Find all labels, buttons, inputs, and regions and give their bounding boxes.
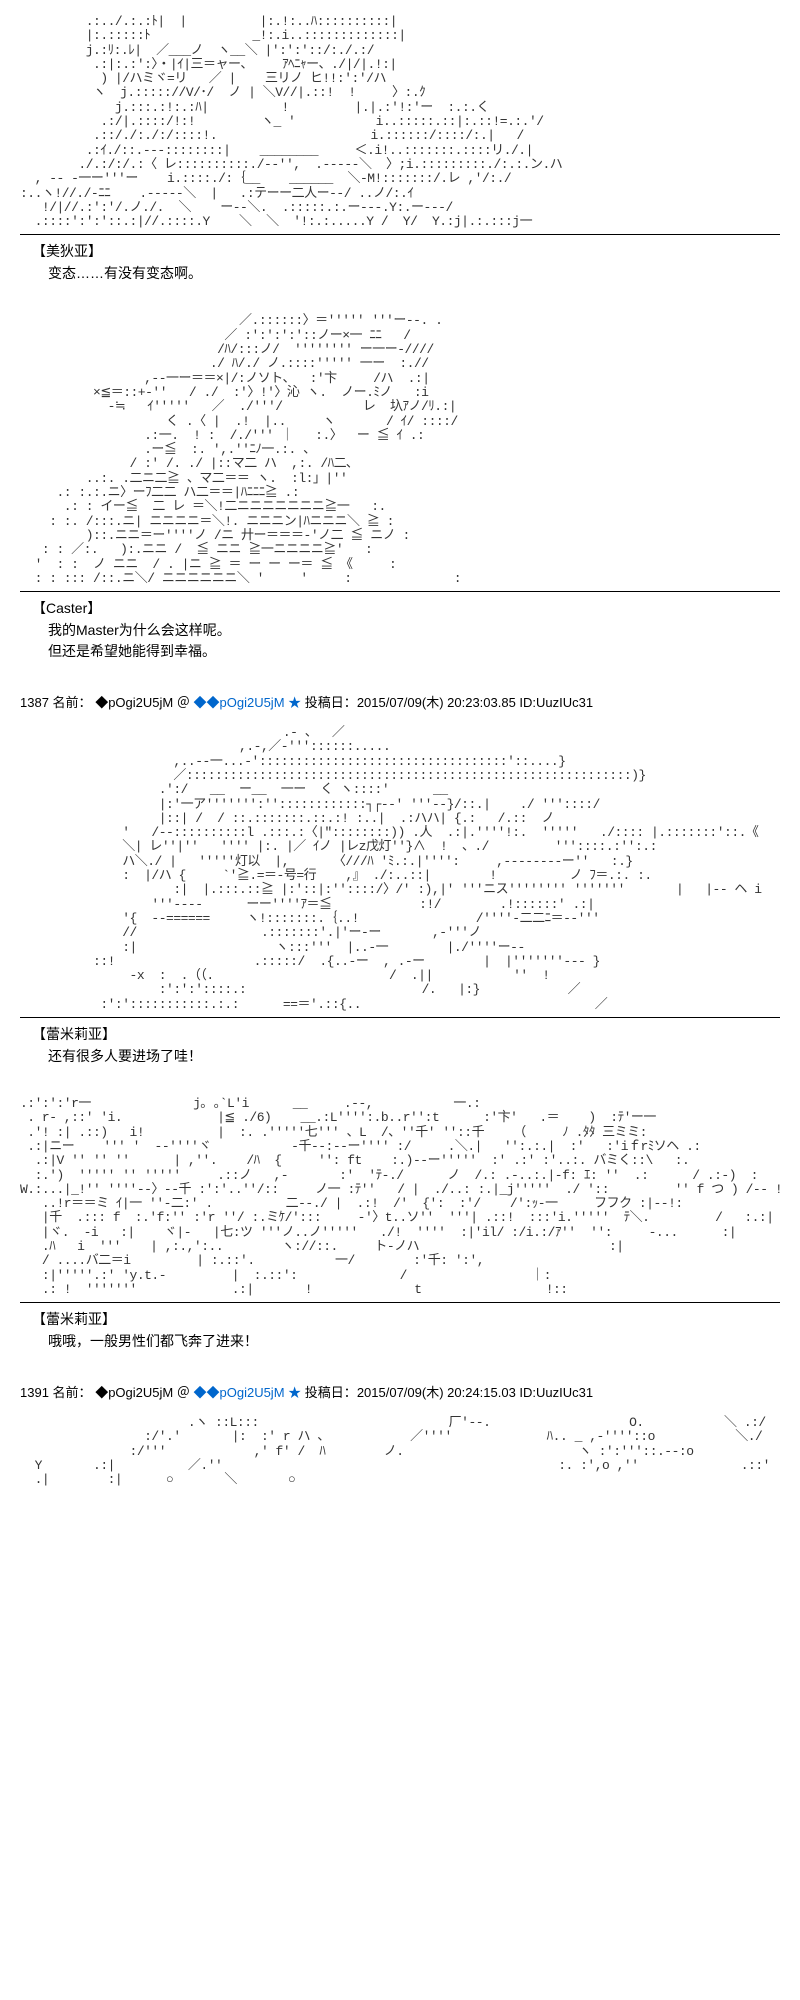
at-sign: ＠ [177, 695, 190, 710]
post-header: 1391 名前： ◆pOgi2U5jM ＠ ◆◆pOgi2U5jM ★ 投稿日：… [20, 1382, 780, 1401]
trip: ◆pOgi2U5jM [95, 1385, 173, 1400]
ascii-art-4: .:':':'r一 j｡ ｡`L'i __ .--, 一.: . r- ,::'… [20, 1097, 780, 1297]
star-icon: ★ [288, 695, 301, 710]
divider [20, 1017, 780, 1018]
speaker-label: 【Caster】 [32, 598, 780, 618]
user-link[interactable]: ◆◆pOgi2U5jM ★ [193, 695, 301, 710]
post-number: 1391 [20, 1385, 49, 1400]
ascii-art-3: .- 、 ／ ,.-,／-'''::::::..... ,..--一...-':… [20, 726, 780, 1012]
ascii-art-1: .:../.:.:ﾄ| | |:.!:..ﾊ::::::::::| |:.:::… [20, 15, 780, 229]
diamond-icon: ◆ [193, 695, 206, 710]
speaker-label: 【蕾米莉亚】 [32, 1309, 780, 1329]
dialogue-text: 哦哦，一般男性们都飞奔了进来！ [48, 1331, 780, 1352]
ascii-art-2: ／.::::::〉＝''''' '''ー--. . ／ :':':':'::ノー… [20, 314, 780, 586]
name-prefix: 名前： [53, 1385, 92, 1400]
divider [20, 234, 780, 235]
divider [20, 591, 780, 592]
star-icon: ★ [288, 1385, 301, 1400]
post-label: 投稿日： [305, 695, 357, 710]
post-date: 2015/07/09(木) 20:24:15.03 ID:UuzIUc31 [357, 1385, 593, 1400]
post-label: 投稿日： [305, 1385, 357, 1400]
post-header: 1387 名前： ◆pOgi2U5jM ＠ ◆◆pOgi2U5jM ★ 投稿日：… [20, 692, 780, 711]
speaker-label: 【美狄亚】 [32, 241, 780, 261]
diamond-icon: ◆ [193, 1385, 206, 1400]
post-number: 1387 [20, 695, 49, 710]
user-link[interactable]: ◆◆pOgi2U5jM ★ [193, 1385, 301, 1400]
at-sign: ＠ [177, 1385, 190, 1400]
ascii-art-5: .ヽ ::L::: 厂'--. O. ＼ .:/ :/'.' |: :' r ハ… [20, 1416, 780, 1487]
speaker-label: 【蕾米莉亚】 [32, 1024, 780, 1044]
user-link-text: ◆pOgi2U5jM [207, 1385, 285, 1400]
dialogue-text: 还有很多人要进场了哇！ [48, 1046, 780, 1067]
divider [20, 1302, 780, 1303]
trip: ◆pOgi2U5jM [95, 695, 173, 710]
user-link-text: ◆pOgi2U5jM [207, 695, 285, 710]
dialogue-text: 我的Master为什么会这样呢。 但还是希望她能得到幸福。 [48, 620, 780, 662]
post-date: 2015/07/09(木) 20:23:03.85 ID:UuzIUc31 [357, 695, 593, 710]
dialogue-text: 变态……有没有变态啊。 [48, 263, 780, 284]
name-prefix: 名前： [53, 695, 92, 710]
